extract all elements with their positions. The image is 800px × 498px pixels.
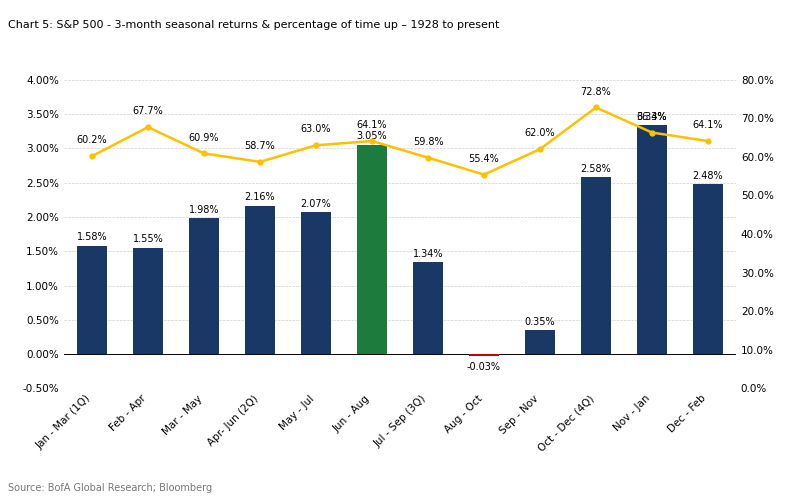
Text: 0.35%: 0.35% <box>525 317 555 327</box>
Text: 2.48%: 2.48% <box>693 170 723 181</box>
Text: 2.07%: 2.07% <box>301 199 331 209</box>
Text: 58.7%: 58.7% <box>245 141 275 151</box>
Text: 66.3%: 66.3% <box>637 112 667 122</box>
Bar <box>637 125 667 354</box>
Text: Source: BofA Global Research; Bloomberg: Source: BofA Global Research; Bloomberg <box>8 483 212 493</box>
Text: 3.34%: 3.34% <box>637 112 667 122</box>
Text: 1.55%: 1.55% <box>133 235 163 245</box>
Text: 60.2%: 60.2% <box>77 135 107 145</box>
Text: 63.0%: 63.0% <box>301 124 331 134</box>
Text: 60.9%: 60.9% <box>189 132 219 142</box>
Bar <box>525 330 555 354</box>
Text: 62.0%: 62.0% <box>525 128 555 138</box>
Text: 64.1%: 64.1% <box>693 120 723 130</box>
Bar <box>77 246 107 354</box>
Text: 67.7%: 67.7% <box>133 107 163 117</box>
Text: 2.16%: 2.16% <box>245 193 275 203</box>
Text: 1.98%: 1.98% <box>189 205 219 215</box>
Text: 1.34%: 1.34% <box>413 249 443 259</box>
Text: Chart 5: S&P 500 - 3-month seasonal returns & percentage of time up – 1928 to pr: Chart 5: S&P 500 - 3-month seasonal retu… <box>8 20 499 30</box>
Bar <box>581 177 611 354</box>
Bar <box>469 354 499 356</box>
Text: 59.8%: 59.8% <box>413 137 443 147</box>
Bar <box>301 212 331 354</box>
Text: 1.58%: 1.58% <box>77 232 107 243</box>
Text: 72.8%: 72.8% <box>581 87 611 97</box>
Text: -0.03%: -0.03% <box>467 362 501 372</box>
Text: 64.1%: 64.1% <box>357 120 387 130</box>
Text: 3.05%: 3.05% <box>357 131 387 141</box>
Text: 2.58%: 2.58% <box>581 164 611 174</box>
Bar <box>133 248 163 354</box>
Bar <box>245 206 275 354</box>
Bar <box>413 262 443 354</box>
Text: 55.4%: 55.4% <box>469 154 499 164</box>
Bar <box>189 218 219 354</box>
Bar <box>693 184 723 354</box>
Bar <box>357 145 387 354</box>
